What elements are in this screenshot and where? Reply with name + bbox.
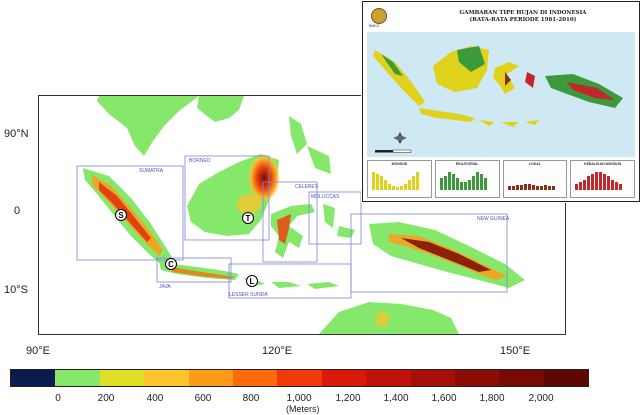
lat-label-equator: 0 — [14, 205, 21, 217]
panel-lokal-bars — [507, 184, 555, 190]
colorbar-label: 1,400 — [383, 393, 409, 404]
colorbar-swatch — [410, 370, 455, 386]
label-new-guinea: NEW GUINEA — [477, 216, 510, 222]
scale-bar — [375, 149, 412, 153]
panel-monsun: MONSUN — [367, 160, 432, 198]
panel-ekuatorial-bars — [439, 172, 487, 190]
marker-c: C — [165, 258, 177, 270]
moluccas-box — [308, 191, 362, 245]
elevation-colorbar — [10, 369, 589, 387]
inset-nusa-tenggara — [479, 120, 539, 127]
rainfall-type-inset: BMKG GAMBARAN TIPE HUJAN DI INDONESIA (R… — [362, 1, 640, 202]
marker-t-letter: T — [246, 214, 251, 223]
label-celebes: CELEBES — [295, 184, 319, 190]
panel-monsun-bars — [372, 172, 419, 190]
celebes-box — [262, 181, 318, 263]
colorbar-swatch — [499, 370, 544, 386]
label-java: JAVA — [159, 284, 171, 290]
label-lesser-sunda: LESSER SUNDA — [229, 292, 268, 298]
colorbar-swatch — [55, 370, 100, 386]
lat-label-north: 90°N — [4, 128, 29, 140]
colorbar-label: 1,000 — [286, 393, 312, 404]
marker-t: T — [242, 212, 254, 224]
colorbar-label: 1,800 — [479, 393, 505, 404]
celebes-land — [271, 204, 315, 258]
colorbar-swatch — [188, 370, 233, 386]
colorbar-swatch — [454, 370, 500, 386]
colorbar-swatch — [277, 370, 322, 386]
colorbar-label: 800 — [242, 393, 260, 404]
marker-c-letter: C — [168, 260, 174, 269]
colorbar-label: 0 — [55, 393, 61, 404]
bmkg-logo — [371, 8, 387, 24]
marker-l-letter: L — [250, 277, 255, 286]
bmkg-logo-text: BMKG — [369, 24, 380, 28]
philippines-south-land — [307, 146, 331, 174]
marker-l: L — [246, 275, 258, 287]
malay-peninsula-land — [97, 96, 199, 156]
rainfall-type-panels: MONSUN EKUATORIAL — [367, 160, 635, 198]
new-guinea-box — [350, 213, 508, 293]
label-borneo: BORNEO — [189, 158, 211, 164]
panel-lokal-title: LOKAL — [528, 162, 541, 166]
colorbar-swatch — [321, 370, 367, 386]
inset-java — [419, 108, 475, 122]
inset-map-canvas — [367, 32, 635, 157]
label-moluccas: MOLUCCAS — [311, 194, 340, 200]
panel-monsun-title: MONSUN — [391, 162, 408, 166]
lat-label-south: 10°S — [4, 284, 28, 296]
label-sumatra: SUMATRA — [139, 168, 164, 174]
marker-s-letter: S — [118, 211, 124, 220]
indochina-land — [197, 96, 244, 122]
colorbar-swatch — [543, 370, 589, 386]
panel-lokal: LOKAL — [502, 160, 568, 198]
inset-maluku — [525, 72, 535, 88]
colorbar-swatch — [232, 370, 278, 386]
lesser-sunda-box — [228, 263, 352, 299]
colorbar-label: 1,600 — [431, 393, 457, 404]
colorbar-swatch — [366, 370, 411, 386]
sumatra-box — [76, 165, 184, 261]
colorbar-unit: (Meters) — [286, 404, 320, 414]
lon-label-center: 120°E — [262, 345, 293, 357]
colorbar-swatch — [99, 370, 145, 386]
colorbar-label: 1,200 — [335, 393, 361, 404]
inset-title-line1: GAMBARAN TIPE HUJAN DI INDONESIA — [459, 10, 587, 16]
lon-label-east: 150°E — [500, 345, 531, 357]
colorbar-label: 400 — [146, 393, 164, 404]
region-boxes — [76, 155, 508, 299]
colorbar-swatch — [11, 370, 56, 386]
lesser-sunda-land — [243, 278, 339, 289]
panel-ekuatorial: EKUATORIAL — [434, 160, 500, 198]
colorbar-label: 600 — [194, 393, 212, 404]
panel-kebalikan-monsun-title: KEBALIKAN MONSUN — [584, 162, 622, 166]
inset-title: GAMBARAN TIPE HUJAN DI INDONESIA (RATA-R… — [423, 10, 623, 24]
inset-map — [367, 32, 635, 157]
moluccas-land — [323, 204, 355, 238]
panel-ekuatorial-title: EKUATORIAL — [455, 162, 479, 166]
java-box — [156, 257, 232, 283]
inset-title-line2: (RATA-RATA PERIODE 1981-2010) — [469, 17, 577, 23]
inset-sumatra — [373, 50, 425, 106]
colorbar-label: 200 — [97, 393, 115, 404]
colorbar-label: 2,000 — [528, 393, 554, 404]
colorbar-swatch — [144, 370, 189, 386]
map-canvas: SUMATRA BORNEO CELEBES MOLUCCAS NEW GUIN… — [76, 96, 525, 334]
panel-kebalikan-monsun-bars — [575, 172, 623, 190]
panel-kebalikan-monsun: KEBALIKAN MONSUN — [570, 160, 635, 198]
marker-s: S — [115, 209, 127, 221]
borneo-box — [184, 155, 270, 241]
philippines-land — [289, 116, 307, 154]
lon-label-west: 90°E — [26, 345, 50, 357]
compass-rose-icon — [393, 132, 407, 144]
